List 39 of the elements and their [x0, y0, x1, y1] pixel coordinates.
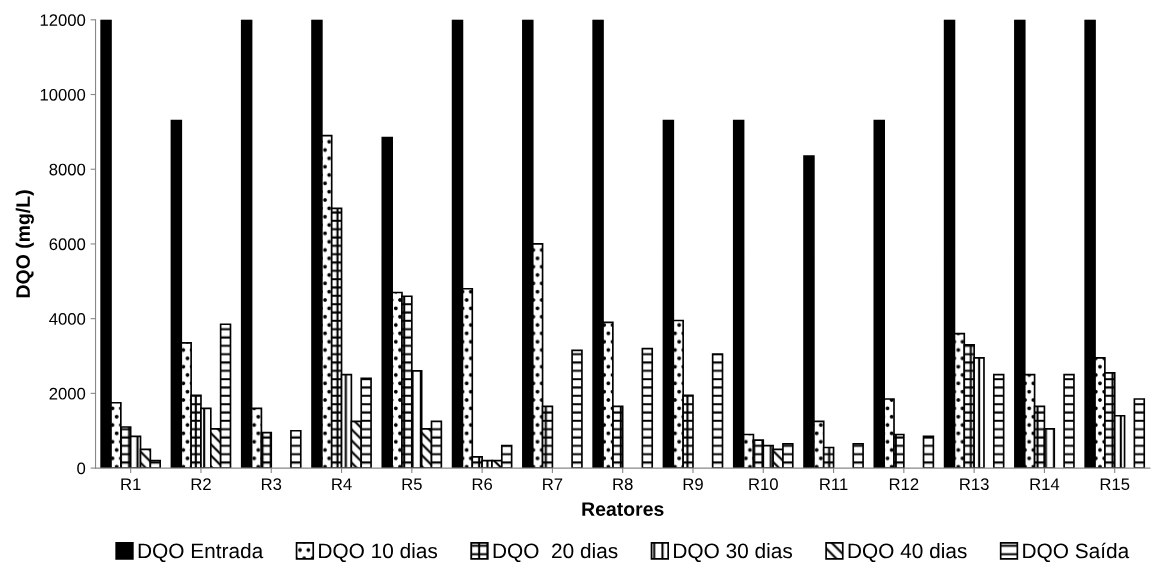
- bar: [1063, 373, 1075, 469]
- legend-label: DQO 40 dias: [848, 542, 967, 563]
- x-tick-label: R8: [613, 478, 633, 491]
- x-tick-label: R7: [543, 478, 563, 490]
- bar: [1133, 398, 1146, 469]
- bar: [711, 353, 724, 469]
- y-tick-label: 8000: [49, 163, 86, 176]
- x-tick-label: R13: [960, 478, 989, 491]
- y-axis-title: DQO (mg/L): [15, 190, 34, 298]
- x-tick-label: R9: [683, 478, 703, 491]
- bar: [922, 435, 935, 469]
- bar: [852, 442, 864, 469]
- y-tick-label: 10000: [40, 88, 86, 101]
- y-tick-label: 2000: [49, 387, 86, 400]
- y-tick-label: 6000: [49, 238, 86, 251]
- y-tick-label: 0: [77, 462, 86, 475]
- x-tick-label: R12: [889, 478, 919, 490]
- x-tick-label: R5: [402, 478, 422, 491]
- legend-label: DQO 20 dias: [493, 542, 618, 563]
- bar: [641, 347, 654, 469]
- x-tick-label: R3: [261, 478, 282, 491]
- x-tick-label: R10: [749, 478, 778, 491]
- x-tick-label: R11: [820, 478, 848, 490]
- x-tick-label: R1: [121, 478, 141, 490]
- bar: [571, 349, 583, 469]
- legend-label: DQO Saída: [1023, 542, 1130, 563]
- legend-label: DQO Entrada: [138, 542, 264, 563]
- x-axis-title: Reatores: [582, 502, 664, 516]
- y-tick-label: 12000: [40, 14, 86, 27]
- x-tick-label: R6: [472, 478, 493, 491]
- x-tick-label: R4: [332, 478, 352, 490]
- bar: [290, 429, 302, 469]
- bar: [992, 373, 1005, 469]
- x-tick-label: R14: [1030, 478, 1060, 490]
- y-tick-label: 4000: [49, 313, 86, 325]
- x-tick-label: R15: [1100, 478, 1130, 491]
- x-tick-label: R2: [191, 478, 211, 490]
- legend-label: DQO 10 dias: [319, 542, 438, 563]
- legend-label: DQO 30 dias: [674, 542, 793, 563]
